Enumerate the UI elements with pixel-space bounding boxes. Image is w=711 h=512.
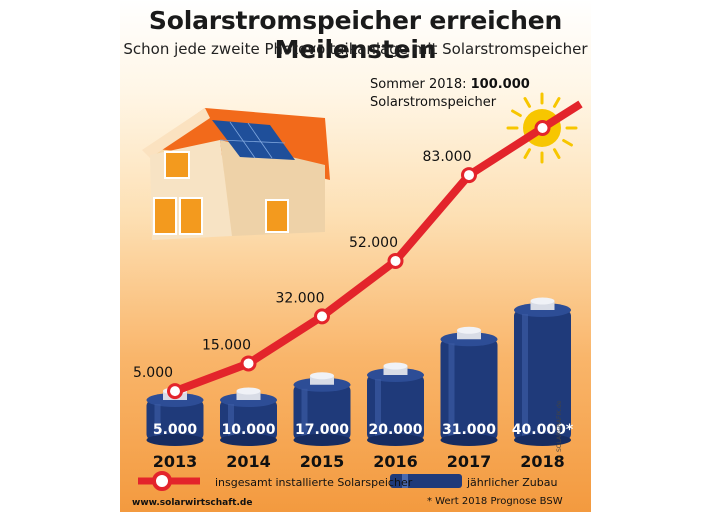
milestone-value: 100.000	[470, 77, 530, 92]
line-point	[314, 308, 330, 325]
x-tick-label: 2015	[300, 452, 345, 471]
chart-canvas: 5.000 2013 10.000 2014 17.000 2015 20.000 2016 3…	[133, 92, 583, 491]
line-point	[461, 167, 477, 184]
house-icon	[142, 108, 330, 240]
bar-2014	[220, 387, 277, 446]
bar-value-label: 10.000	[221, 422, 275, 438]
page-title: Solarstromspeicher erreichen Meilenstein	[148, 6, 563, 64]
milestone-annotation: Sommer 2018: 100.000	[370, 77, 530, 92]
x-tick-label: 2017	[447, 452, 492, 471]
x-tick-label: 2018	[520, 452, 565, 471]
line-point	[534, 120, 551, 136]
legend-line-symbol	[138, 471, 200, 491]
legend-bar-symbol	[390, 474, 462, 488]
legend-bar-label: jährlicher Zubau	[467, 476, 558, 489]
line-value-label: 15.000	[202, 337, 251, 353]
bars-layer	[146, 297, 571, 446]
page-subtitle: Schon jede zweite Photovoltaikanlage mit…	[123, 40, 588, 58]
bar-value-label: 5.000	[153, 422, 198, 438]
line-value-label: 52.000	[349, 235, 398, 251]
line-value-label: 5.000	[133, 365, 173, 381]
x-tick-label: 2013	[153, 452, 198, 471]
footer-note: * Wert 2018 Prognose BSW	[427, 496, 563, 507]
bar-value-label: 20.000	[368, 422, 422, 438]
line-value-label: 83.000	[423, 149, 472, 165]
line-point	[240, 355, 257, 372]
labels-layer: 5.000 2013 10.000 2014 17.000 2015 20.000 2016 3…	[133, 149, 574, 471]
footer-url: www.solarwirtschaft.de	[132, 498, 253, 508]
milestone-prefix: Sommer 2018:	[370, 77, 471, 92]
bar-value-label: 17.000	[295, 422, 349, 438]
line-point	[387, 252, 404, 269]
bar-value-label: 40.000*	[512, 422, 574, 438]
bar-2018	[514, 297, 571, 446]
legend-line-label: insgesamt installierte Solarspeicher	[215, 476, 413, 489]
x-tick-label: 2016	[373, 452, 418, 471]
x-tick-label: 2014	[226, 452, 271, 471]
line-value-label: 32.000	[276, 290, 325, 306]
credit: SOLARGRAFIK.de	[556, 400, 563, 452]
milestone-annotation-line2: Solarstromspeicher	[370, 95, 497, 110]
bar-2016	[367, 362, 424, 446]
line-layer	[167, 100, 583, 400]
bar-2015	[293, 372, 351, 446]
bar-2017	[440, 326, 498, 446]
bar-value-label: 31.000	[442, 422, 496, 438]
line-point	[167, 383, 183, 400]
infographic-panel: Solarstromspeicher erreichen Meilenstein…	[120, 0, 591, 512]
